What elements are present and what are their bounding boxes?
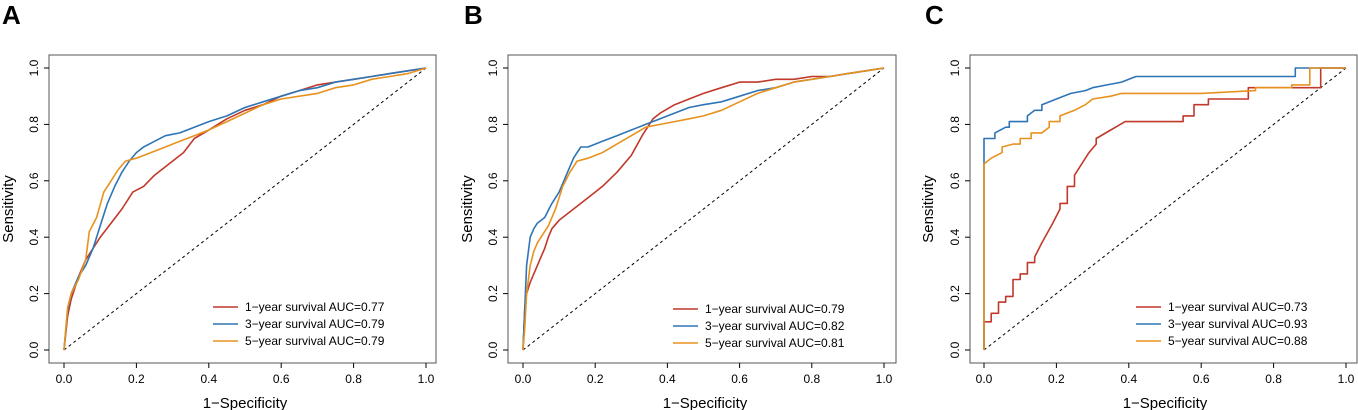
y-tick-label: 0.0: [486, 341, 500, 358]
y-tick-label: 0.8: [486, 116, 500, 133]
y-tick-label: 0.4: [486, 229, 500, 246]
panel-c: C 0.0 0.2 0.4 0.6 0.8 1.0 0.0 0.2 0.4: [920, 0, 1358, 410]
roc-curves: [983, 67, 1346, 350]
x-tick-label: 1.0: [1338, 372, 1355, 386]
y-axis: 0.0 0.2 0.4 0.6 0.8 1.0: [27, 59, 49, 358]
legend-label-3-year: 3−year survival AUC=0.82: [705, 319, 845, 333]
y-tick-label: 0.4: [27, 229, 41, 246]
legend-box: [205, 293, 430, 351]
legend-label-1-year: 1−year survival AUC=0.73: [1168, 300, 1308, 314]
y-tick-label: 1.0: [486, 59, 500, 76]
legend-box: [1128, 293, 1353, 351]
legend-label-1-year: 1−year survival AUC=0.77: [245, 300, 385, 314]
plot-frame: [48, 54, 437, 364]
x-tick-label: 0.2: [1048, 372, 1065, 386]
x-tick-label: 0.4: [659, 372, 676, 386]
x-tick-label: 0.0: [56, 372, 73, 386]
x-tick-label: 0.6: [1193, 372, 1210, 386]
legend-label-3-year: 3−year survival AUC=0.93: [1168, 317, 1308, 331]
reference-diagonal: [983, 67, 1347, 351]
x-axis: 0.0 0.2 0.4 0.6 0.8 1.0: [515, 363, 893, 386]
legend: 1−year survival AUC=0.77 3−year survival…: [213, 300, 385, 348]
reference-diagonal: [522, 67, 885, 351]
x-tick-label: 0.8: [345, 372, 362, 386]
x-tick-label: 1.0: [418, 372, 435, 386]
roc-curve-3-year: [983, 67, 1346, 350]
roc-curves: [63, 67, 427, 351]
y-tick-label: 0.8: [948, 116, 962, 133]
x-axis: 0.0 0.2 0.4 0.6 0.8 1.0: [56, 363, 435, 386]
y-tick-label: 0.4: [948, 229, 962, 246]
y-tick-label: 0.2: [486, 285, 500, 302]
roc-curve-1-year: [983, 67, 1346, 350]
panel-letter-a: A: [2, 0, 21, 30]
y-axis-label: Sensitivity: [920, 175, 937, 243]
y-tick-label: 0.6: [486, 172, 500, 189]
legend-label-5-year: 5−year survival AUC=0.81: [705, 336, 845, 350]
x-tick-label: 0.2: [128, 372, 145, 386]
roc-curve-5-year: [983, 67, 1346, 350]
y-tick-label: 0.8: [27, 116, 41, 133]
x-tick-label: 0.0: [515, 372, 532, 386]
legend-label-1-year: 1−year survival AUC=0.79: [705, 302, 845, 316]
x-tick-label: 0.4: [200, 372, 217, 386]
x-tick-label: 0.6: [731, 372, 748, 386]
y-axis-label: Sensitivity: [0, 175, 17, 243]
legend-label-5-year: 5−year survival AUC=0.88: [1168, 334, 1308, 348]
legend-label-3-year: 3−year survival AUC=0.79: [245, 317, 385, 331]
y-axis: 0.0 0.2 0.4 0.6 0.8 1.0: [486, 59, 508, 358]
y-tick-label: 1.0: [948, 59, 962, 76]
plot-frame: [969, 54, 1358, 364]
roc-curve-3-year: [63, 67, 427, 351]
roc-curve-5-year: [63, 67, 427, 351]
y-tick-label: 1.0: [27, 59, 41, 76]
y-tick-label: 0.0: [27, 341, 41, 358]
x-axis-label: 1−Specificity: [1123, 395, 1208, 410]
x-axis-label: 1−Specificity: [663, 395, 748, 410]
y-tick-label: 0.0: [948, 341, 962, 358]
legend-box: [665, 295, 890, 353]
x-tick-label: 0.8: [803, 372, 820, 386]
x-tick-label: 0.4: [1120, 372, 1137, 386]
panel-letter-b: B: [464, 0, 483, 30]
plot-frame: [507, 54, 897, 364]
x-tick-label: 1.0: [876, 372, 893, 386]
legend: 1−year survival AUC=0.73 3−year survival…: [1136, 300, 1308, 348]
y-tick-label: 0.6: [948, 172, 962, 189]
x-tick-label: 0.0: [976, 372, 993, 386]
y-tick-label: 0.2: [27, 285, 41, 302]
reference-diagonal: [63, 67, 427, 351]
panel-letter-c: C: [925, 0, 944, 30]
y-tick-label: 0.6: [27, 172, 41, 189]
y-tick-label: 0.2: [948, 285, 962, 302]
x-tick-label: 0.6: [273, 372, 290, 386]
y-axis: 0.0 0.2 0.4 0.6 0.8 1.0: [948, 59, 970, 358]
panel-a: A 0.0 0.2 0.4 0.6 0.8 1.0 0.0 0.2 0.4: [0, 0, 437, 410]
x-axis: 0.0 0.2 0.4 0.6 0.8 1.0: [976, 363, 1355, 386]
panel-b: B 0.0 0.2 0.4 0.6 0.8 1.0 0.0 0.2 0.4: [459, 0, 897, 410]
roc-curves: [522, 67, 885, 351]
x-tick-label: 0.8: [1265, 372, 1282, 386]
x-tick-label: 0.2: [587, 372, 604, 386]
legend: 1−year survival AUC=0.79 3−year survival…: [673, 302, 845, 350]
y-axis-label: Sensitivity: [459, 175, 476, 243]
roc-curve-5-year: [522, 67, 885, 351]
roc-curve-1-year: [522, 67, 885, 351]
x-axis-label: 1−Specificity: [203, 395, 288, 410]
legend-label-5-year: 5−year survival AUC=0.79: [245, 334, 385, 348]
